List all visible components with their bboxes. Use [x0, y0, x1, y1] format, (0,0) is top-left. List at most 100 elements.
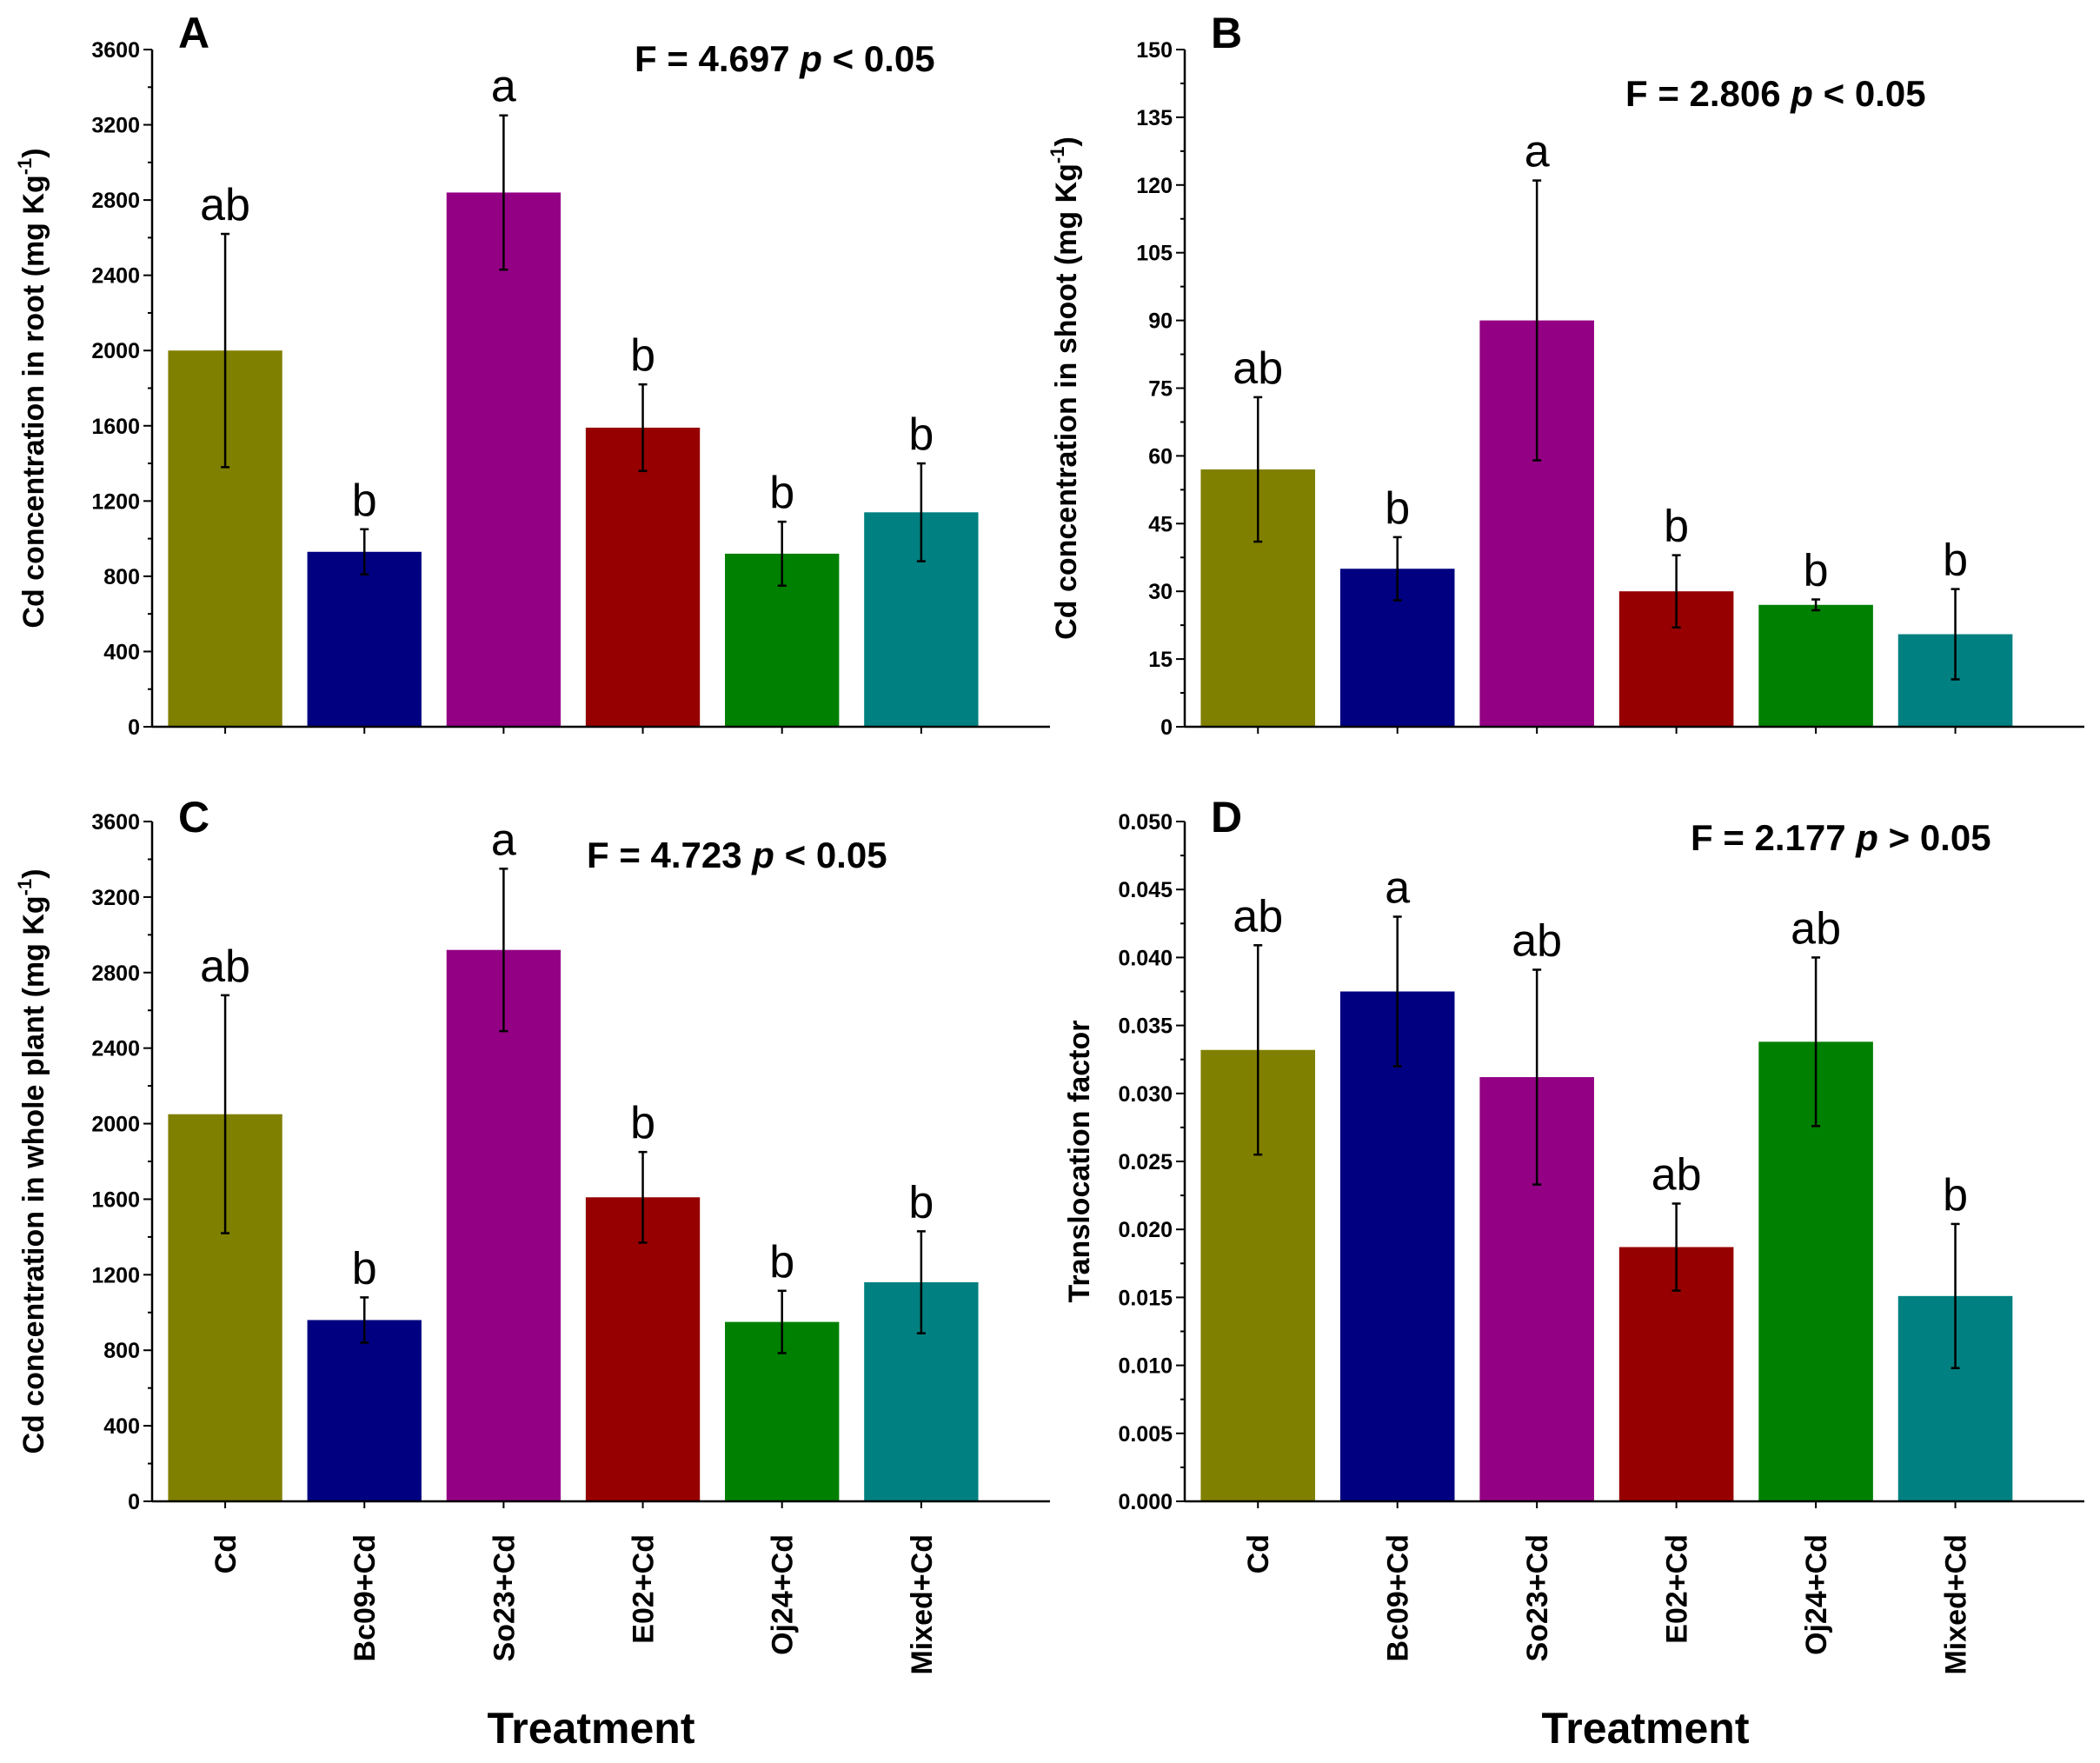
y-label-text: Cd concentration in whole plant (mg Kg [17, 895, 50, 1454]
bar-Bc09+Cd [307, 551, 422, 727]
significance-letter: b [630, 1098, 655, 1148]
significance-letter: b [1385, 483, 1410, 534]
y-label-end: ) [1050, 136, 1083, 146]
stat-annotation: F = 2.806 p < 0.05 [1625, 73, 1926, 114]
significance-letter: b [908, 409, 934, 460]
y-tick-label: 2800 [91, 961, 140, 986]
stat-rest: > 0.05 [1878, 817, 1991, 858]
y-label-end: ) [17, 148, 50, 157]
significance-letter: b [1664, 502, 1689, 552]
y-tick-label: 0 [1160, 715, 1173, 740]
y-tick-label: 75 [1148, 377, 1173, 402]
y-tick-label: 0.050 [1118, 810, 1173, 835]
stat-f: F = 2.177 [1691, 817, 1856, 858]
y-tick-label: 3600 [91, 810, 140, 835]
y-tick-label: 2000 [91, 339, 140, 363]
y-label-superscript: -1 [14, 158, 36, 176]
panel-letter: C [178, 793, 209, 842]
y-tick-label: 0 [128, 1490, 140, 1514]
y-label-superscript: -1 [1047, 147, 1068, 164]
category-label: Oj24+Cd [767, 1534, 800, 1655]
significance-letter: ab [1791, 903, 1841, 954]
significance-letter: b [352, 1243, 377, 1294]
stat-rest: < 0.05 [1813, 73, 1926, 114]
y-tick-label: 800 [103, 565, 140, 589]
category-label: Mixed+Cd [906, 1534, 939, 1675]
category-label: Cd [1242, 1534, 1275, 1573]
y-tick-label: 0.015 [1118, 1286, 1173, 1310]
y-tick-label: 0.025 [1118, 1150, 1173, 1174]
stat-annotation: F = 2.177 p > 0.05 [1691, 817, 1991, 858]
panel-letter: B [1211, 9, 1242, 57]
panel-letter: D [1211, 793, 1242, 842]
y-tick-label: 0.005 [1118, 1422, 1173, 1447]
y-tick-label: 0.000 [1118, 1490, 1173, 1514]
significance-letter: a [491, 62, 516, 112]
significance-letter: b [352, 476, 377, 526]
y-axis-label: Cd concentration in root (mg Kg-1) [14, 148, 50, 628]
stat-p: p [799, 38, 822, 79]
stat-p: p [1855, 817, 1878, 858]
significance-letter: a [1525, 127, 1550, 177]
y-tick-label: 105 [1136, 242, 1173, 266]
category-label: Bc09+Cd [349, 1534, 382, 1661]
stat-f: F = 2.806 [1625, 73, 1791, 114]
y-tick-label: 0.045 [1118, 878, 1173, 902]
y-tick-label: 0.020 [1118, 1218, 1173, 1242]
stat-annotation: F = 4.697 p < 0.05 [635, 38, 935, 79]
y-label-text: Cd concentration in root (mg Kg [17, 175, 50, 628]
significance-letter: ab [200, 941, 250, 992]
category-label: Mixed+Cd [1940, 1534, 1973, 1675]
y-tick-label: 1600 [91, 415, 140, 439]
y-tick-label: 2400 [91, 264, 140, 289]
bar-So23+Cd [446, 192, 562, 727]
y-tick-label: 0.040 [1118, 946, 1173, 970]
y-tick-label: 1600 [91, 1188, 140, 1212]
y-tick-label: 15 [1148, 648, 1173, 672]
significance-letter: ab [1651, 1149, 1702, 1200]
y-tick-label: 2800 [91, 189, 140, 213]
x-axis-label-right: Treatment [1542, 1704, 1750, 1753]
y-tick-label: 3200 [91, 886, 140, 910]
stat-rest: < 0.05 [822, 38, 935, 79]
y-tick-label: 2400 [91, 1037, 140, 1061]
y-tick-label: 800 [103, 1339, 140, 1363]
bar-E02+Cd [585, 1197, 701, 1501]
y-axis-label: Cd concentration in whole plant (mg Kg-1… [14, 868, 50, 1454]
category-label: So23+Cd [488, 1534, 521, 1661]
y-tick-label: 3600 [91, 38, 140, 63]
significance-letter: b [630, 330, 655, 381]
panel-D: ab Cd a Bc09+Cd ab So23+Cd ab E02+Cd ab Oj24+Cd b M… [1063, 793, 2084, 1675]
y-axis-label: Translocation factor [1063, 1021, 1096, 1303]
significance-letter: b [908, 1177, 934, 1227]
stat-f: F = 4.723 [587, 835, 752, 875]
x-axis-label-left: Treatment [488, 1704, 695, 1753]
y-tick-label: 0.030 [1118, 1082, 1173, 1107]
y-tick-label: 3200 [91, 114, 140, 138]
y-label-superscript: -1 [14, 879, 36, 896]
y-tick-label: 1200 [91, 489, 140, 514]
category-label: E02+Cd [1661, 1534, 1694, 1644]
significance-letter: a [491, 815, 516, 865]
stat-rest: < 0.05 [774, 835, 887, 875]
bar-Bc09+Cd [1339, 991, 1455, 1501]
y-axis-label: Cd concentration in shoot (mg Kg-1) [1047, 136, 1083, 640]
panel-A: abbabbb040080012001600200024002800320036… [14, 9, 1050, 740]
category-label: Bc09+Cd [1382, 1534, 1415, 1661]
y-tick-label: 0.035 [1118, 1015, 1173, 1039]
y-tick-label: 400 [103, 1414, 140, 1439]
y-tick-label: 0 [128, 715, 140, 740]
y-tick-label: 1200 [91, 1263, 140, 1287]
panel-letter: A [178, 9, 209, 57]
category-label: Cd [209, 1534, 243, 1573]
y-tick-label: 60 [1148, 444, 1173, 469]
y-tick-label: 90 [1148, 309, 1173, 334]
y-tick-label: 400 [103, 640, 140, 664]
significance-letter: ab [1233, 343, 1283, 394]
y-label-text: Translocation factor [1063, 1021, 1096, 1303]
panel-C: ab Cd b Bc09+Cd a So23+Cd b E02+Cd b Oj24+Cd b Mixe… [14, 793, 1050, 1675]
significance-letter: ab [200, 180, 250, 230]
significance-letter: b [1943, 1170, 1968, 1221]
y-tick-label: 135 [1136, 106, 1173, 130]
